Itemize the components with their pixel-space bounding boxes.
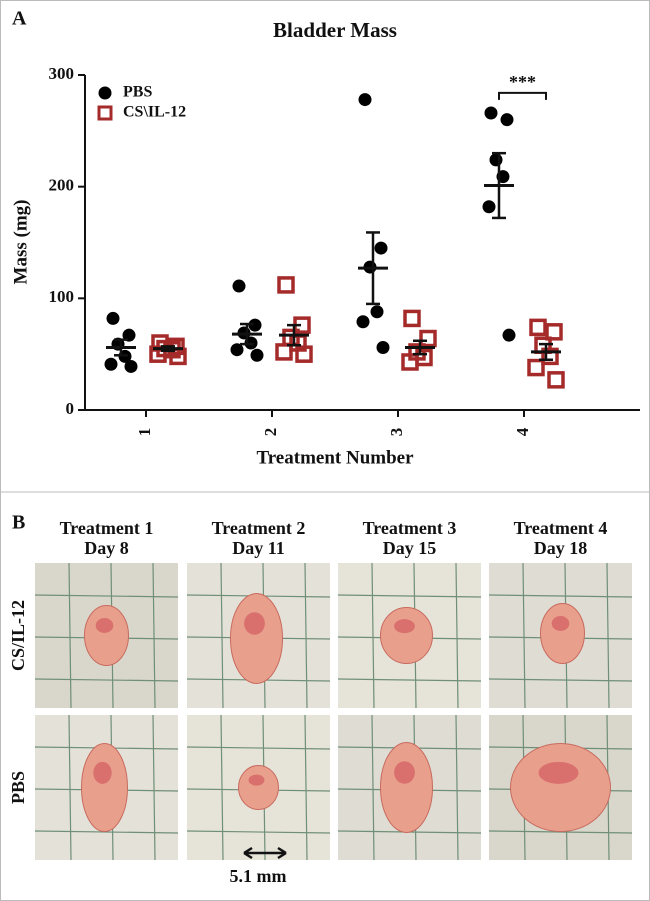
annotation: ***: [509, 72, 536, 92]
photo-grid: [220, 714, 224, 861]
tumor: [510, 743, 611, 832]
data-point: [547, 371, 565, 389]
photo-grid: [186, 746, 331, 750]
photo-grid: [152, 714, 156, 861]
chart-title: Bladder Mass: [273, 18, 397, 42]
photo-grid: [371, 714, 375, 861]
photo-grid: [488, 678, 633, 682]
tumor: [230, 593, 283, 684]
legend-marker: [97, 105, 113, 121]
data-point: [489, 153, 503, 167]
column-header: Day 8: [84, 538, 129, 558]
y-tick-label: 100: [49, 287, 75, 306]
column-header: Treatment 1: [60, 518, 154, 538]
tumor-highlight: [95, 618, 114, 633]
photo-grid: [220, 562, 224, 709]
photo-grid: [34, 678, 179, 682]
photo-grid: [68, 562, 72, 709]
x-tick-label: 3: [387, 428, 406, 437]
data-point: [232, 279, 246, 293]
data-point: [401, 353, 419, 371]
column-header: Treatment 3: [363, 518, 457, 538]
photo-grid: [34, 594, 179, 598]
photo-grid: [371, 562, 375, 709]
significance-bracket: [498, 91, 547, 100]
photo-grid: [304, 562, 308, 709]
panel-label: B: [12, 512, 25, 534]
y-axis-title: Mass (mg): [10, 200, 31, 285]
photo-grid: [34, 830, 179, 834]
data-point: [374, 241, 388, 255]
data-point: [295, 345, 313, 363]
data-point: [124, 359, 138, 373]
tumor-highlight: [394, 619, 415, 634]
tumor-highlight: [93, 761, 112, 784]
x-tick-label: 1: [135, 428, 154, 437]
photo-grid: [186, 830, 331, 834]
column-header: Day 11: [232, 538, 285, 558]
data-point: [356, 315, 370, 329]
photo-grid: [606, 562, 610, 709]
data-point: [277, 276, 295, 294]
legend-marker: [98, 86, 112, 100]
data-point: [484, 106, 498, 120]
photo-grid: [455, 714, 459, 861]
tumor-highlight: [248, 774, 265, 786]
data-point: [275, 343, 293, 361]
y-tick-label: 0: [66, 399, 75, 418]
y-tick-label: 200: [49, 176, 75, 195]
data-point: [419, 329, 437, 348]
data-point: [104, 357, 118, 371]
row-label: CS/IL-12: [8, 600, 28, 671]
data-point: [250, 348, 264, 362]
photo-grid: [304, 714, 308, 861]
data-point: [230, 343, 244, 357]
column-header: Treatment 4: [514, 518, 608, 538]
column-header: Day 18: [534, 538, 588, 558]
photo-grid: [488, 594, 633, 598]
photo-grid: [337, 594, 482, 598]
data-point: [376, 340, 390, 354]
photo-grid: [455, 562, 459, 709]
tumor-highlight: [538, 761, 579, 784]
tumor: [81, 743, 128, 832]
data-point: [370, 305, 384, 319]
scale-arrow: [243, 846, 287, 860]
scale-label: 5.1 mm: [230, 866, 287, 886]
photo-grid: [152, 562, 156, 709]
data-point: [529, 318, 547, 337]
data-point: [403, 309, 421, 328]
data-point: [500, 113, 514, 127]
data-point: [248, 318, 262, 332]
photo-grid: [522, 562, 526, 709]
data-point: [502, 328, 516, 342]
panel-label: A: [12, 8, 27, 30]
photo-grid: [68, 714, 72, 861]
tumor-highlight: [551, 616, 570, 631]
data-point: [358, 93, 372, 107]
tumor: [84, 605, 129, 666]
tumor-highlight: [394, 761, 415, 784]
data-point: [482, 200, 496, 214]
x-tick-label: 4: [513, 427, 532, 436]
tumor: [238, 765, 279, 810]
data-point: [545, 323, 563, 341]
data-point: [527, 358, 545, 377]
y-tick-label: 300: [49, 64, 75, 83]
data-point: [106, 311, 120, 325]
tumor: [380, 607, 433, 664]
legend-label: PBS: [123, 84, 152, 101]
column-header: Day 15: [383, 538, 437, 558]
tumor: [540, 603, 585, 664]
data-point: [541, 347, 559, 366]
x-axis-title: Treatment Number: [256, 447, 414, 468]
column-header: Treatment 2: [212, 518, 306, 538]
photo-grid: [337, 678, 482, 682]
legend-label: CS\IL-12: [123, 104, 186, 121]
row-label: PBS: [8, 771, 28, 804]
tumor-highlight: [244, 612, 265, 635]
x-tick-label: 2: [261, 428, 280, 437]
tumor: [380, 742, 433, 833]
